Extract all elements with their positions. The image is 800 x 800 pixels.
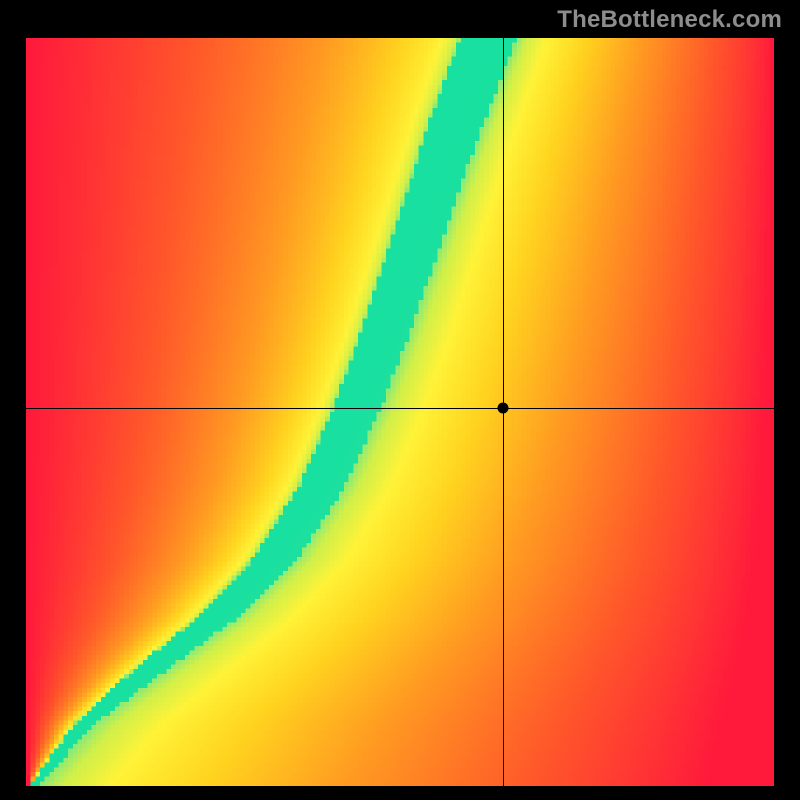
watermark-text: TheBottleneck.com [557, 6, 782, 34]
heatmap-plot [26, 38, 774, 786]
crosshair-horizontal [26, 408, 774, 409]
heatmap-canvas [26, 38, 774, 786]
crosshair-dot [497, 403, 508, 414]
chart-frame: TheBottleneck.com [0, 0, 800, 800]
